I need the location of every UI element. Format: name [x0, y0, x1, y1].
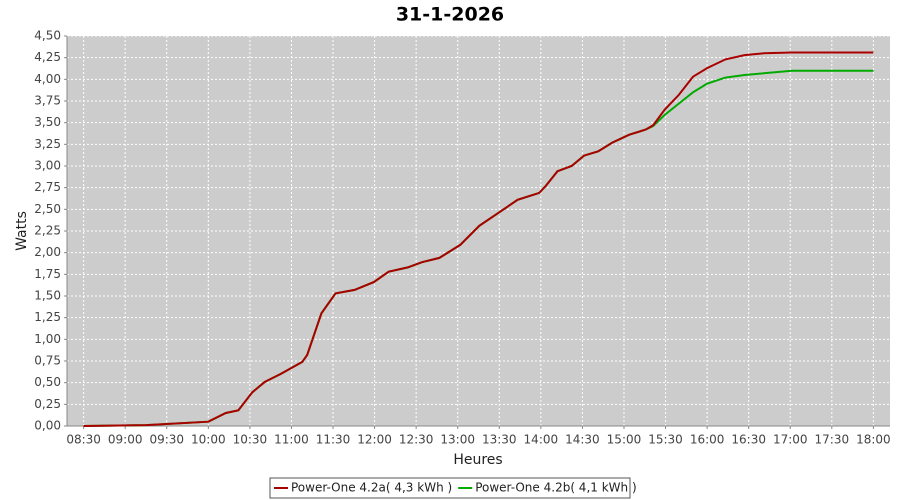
- x-tick-label: 16:30: [731, 433, 766, 447]
- x-tick-label: 13:00: [440, 433, 475, 447]
- y-tick-label: 0,00: [34, 419, 61, 433]
- y-tick-label: 1,00: [34, 332, 61, 346]
- y-axis-label: Watts: [14, 211, 30, 251]
- x-tick-label: 14:00: [524, 433, 559, 447]
- x-tick-label: 13:30: [482, 433, 517, 447]
- y-tick-label: 4,25: [34, 50, 61, 64]
- x-tick-label: 09:30: [149, 433, 184, 447]
- y-tick-label: 2,00: [34, 245, 61, 259]
- x-tick-label: 17:30: [815, 433, 850, 447]
- y-tick-label: 1,75: [34, 267, 61, 281]
- y-tick-label: 0,75: [34, 354, 61, 368]
- x-tick-label: 14:30: [565, 433, 600, 447]
- y-tick-label: 2,50: [34, 202, 61, 216]
- x-axis-label: Heures: [453, 452, 502, 468]
- legend-label: Power-One 4.2b( 4,1 kWh ): [475, 481, 636, 495]
- y-tick-label: 3,50: [34, 115, 61, 129]
- x-tick-label: 17:00: [773, 433, 808, 447]
- x-tick-label: 12:00: [357, 433, 392, 447]
- legend-label: Power-One 4.2a( 4,3 kWh ): [291, 481, 452, 495]
- plot-area: [67, 36, 890, 426]
- y-tick-label: 3,75: [34, 94, 61, 108]
- y-tick-label: 2,75: [34, 180, 61, 194]
- x-tick-label: 12:30: [399, 433, 434, 447]
- y-tick-label: 1,50: [34, 289, 61, 303]
- x-tick-label: 10:30: [233, 433, 268, 447]
- y-tick-label: 0,25: [34, 397, 61, 411]
- y-tick-label: 4,50: [34, 29, 61, 43]
- chart-title: 31-1-2026: [396, 4, 504, 26]
- x-tick-label: 18:00: [856, 433, 891, 447]
- x-tick-label: 08:30: [66, 433, 101, 447]
- x-tick-label: 11:30: [316, 433, 351, 447]
- legend-box: [269, 477, 631, 499]
- x-tick-label: 15:30: [648, 433, 683, 447]
- series-line: [83, 51, 874, 427]
- y-tick-label: 1,25: [34, 310, 61, 324]
- x-tick-label: 15:00: [607, 433, 642, 447]
- x-tick-label: 11:00: [274, 433, 309, 447]
- y-tick-label: 0,50: [34, 375, 61, 389]
- x-tick-label: 16:00: [690, 433, 725, 447]
- y-tick-label: 2,25: [34, 224, 61, 238]
- y-tick-label: 3,00: [34, 159, 61, 173]
- x-tick-label: 09:00: [108, 433, 143, 447]
- y-tick-label: 4,00: [34, 72, 61, 86]
- x-tick-label: 10:00: [191, 433, 226, 447]
- y-tick-label: 3,25: [34, 137, 61, 151]
